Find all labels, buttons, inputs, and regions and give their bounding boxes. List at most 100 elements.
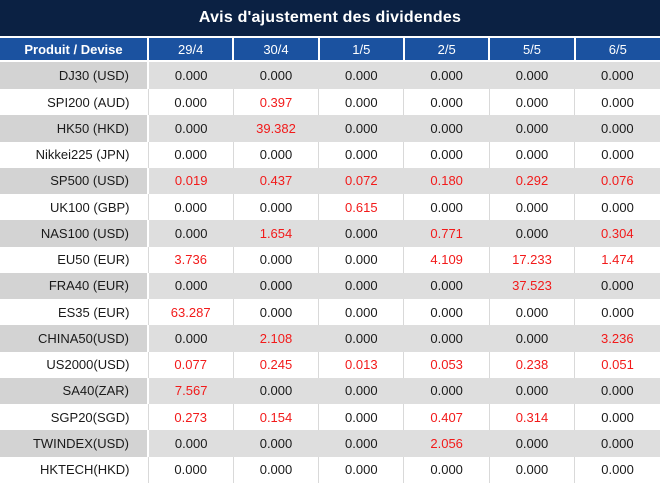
value-cell: 0.000: [403, 272, 490, 300]
date-header: 5/5: [488, 36, 575, 62]
value-cell: 0.000: [146, 220, 234, 247]
table-row: CHINA50(USD) 0.000 2.108 0.000 0.000 0.000 3.2…: [0, 325, 660, 352]
product-label: TWINDEX(USD): [0, 430, 148, 457]
value-cell: 0.000: [403, 325, 490, 352]
value-cell: 0.000: [232, 299, 319, 326]
table-row: NAS100 (USD) 0.000 1.654 0.000 0.771 0.000 0.3…: [0, 220, 660, 247]
value-cell: 0.000: [318, 141, 404, 168]
date-header: 29/4: [146, 36, 234, 62]
value-cell: 63.287: [147, 299, 234, 326]
value-cell: 0.245: [232, 351, 319, 378]
value-cell: 0.000: [574, 89, 660, 116]
value-cell: 0.154: [232, 404, 319, 431]
value-cell: 0.238: [488, 351, 575, 378]
product-label: HKTECH(HKD): [0, 456, 148, 483]
value-cell: 0.053: [403, 351, 490, 378]
value-cell: 0.437: [233, 167, 319, 195]
value-cell: 0.397: [232, 89, 319, 116]
value-cell: 0.000: [403, 456, 490, 483]
value-cell: 0.000: [574, 141, 660, 168]
table-row: HKTECH(HKD) 0.000 0.000 0.000 0.000 0.000 0.00…: [0, 456, 660, 483]
value-cell: 0.000: [146, 272, 234, 300]
value-cell: 0.000: [233, 377, 319, 405]
value-cell: 0.000: [574, 115, 660, 142]
product-label: CHINA50(USD): [0, 325, 148, 352]
value-cell: 0.000: [146, 115, 234, 142]
value-cell: 0.000: [403, 115, 490, 142]
value-cell: 3.736: [147, 246, 234, 273]
value-cell: 0.000: [318, 430, 404, 457]
value-cell: 0.000: [318, 377, 404, 405]
value-cell: 0.000: [403, 89, 490, 116]
value-cell: 0.000: [147, 456, 234, 483]
value-cell: 0.000: [489, 115, 575, 142]
value-cell: 39.382: [233, 115, 319, 142]
value-cell: 4.109: [403, 246, 490, 273]
table-row: US2000(USD) 0.077 0.245 0.013 0.053 0.238 0.05…: [0, 351, 660, 378]
value-cell: 0.771: [403, 220, 490, 247]
product-label: SPI200 (AUD): [0, 89, 148, 116]
value-cell: 0.000: [403, 299, 490, 326]
product-label: SA40(ZAR): [0, 377, 148, 405]
value-cell: 0.000: [146, 325, 234, 352]
value-cell: 0.314: [488, 404, 575, 431]
value-cell: 0.000: [489, 377, 575, 405]
value-cell: 0.000: [574, 430, 660, 457]
table-row: TWINDEX(USD) 0.000 0.000 0.000 2.056 0.000 0.0…: [0, 430, 660, 457]
value-cell: 0.000: [318, 299, 404, 326]
value-cell: 0.180: [403, 167, 490, 195]
value-cell: 0.000: [233, 272, 319, 300]
value-cell: 0.000: [489, 430, 575, 457]
value-cell: 1.654: [233, 220, 319, 247]
value-cell: 0.000: [318, 272, 404, 300]
date-header: 1/5: [317, 36, 404, 62]
value-cell: 0.000: [232, 456, 319, 483]
product-label: SGP20(SGD): [0, 404, 148, 431]
value-cell: 0.000: [232, 141, 319, 168]
value-cell: 0.000: [403, 377, 490, 405]
header-row: Produit / Devise 29/4 30/4 1/5 2/5 5/5 6/5: [0, 36, 660, 62]
table-row: SPI200 (AUD) 0.000 0.397 0.000 0.000 0.000 0.0…: [0, 89, 660, 116]
table-body: DJ30 (USD) 0.000 0.000 0.000 0.000 0.000 0.000…: [0, 61, 660, 483]
value-cell: 0.000: [233, 61, 319, 90]
value-cell: 0.000: [574, 272, 660, 300]
table-row: DJ30 (USD) 0.000 0.000 0.000 0.000 0.000 0.000: [0, 61, 660, 90]
value-cell: 0.000: [574, 456, 660, 483]
value-cell: 0.000: [489, 61, 575, 90]
value-cell: 0.000: [318, 325, 404, 352]
value-cell: 0.000: [488, 194, 575, 221]
value-cell: 0.000: [489, 325, 575, 352]
table-row: SA40(ZAR) 7.567 0.000 0.000 0.000 0.000 0.000: [0, 377, 660, 405]
product-label: UK100 (GBP): [0, 194, 148, 221]
value-cell: 0.273: [147, 404, 234, 431]
value-cell: 1.474: [574, 246, 660, 273]
value-cell: 0.019: [146, 167, 234, 195]
value-cell: 7.567: [146, 377, 234, 405]
product-label: HK50 (HKD): [0, 115, 148, 142]
date-header: 2/5: [402, 36, 490, 62]
value-cell: 0.000: [318, 61, 404, 90]
value-cell: 3.236: [574, 325, 660, 352]
value-cell: 0.407: [403, 404, 490, 431]
value-cell: 0.292: [489, 167, 575, 195]
value-cell: 0.000: [232, 246, 319, 273]
table-row: SP500 (USD) 0.019 0.437 0.072 0.180 0.292 0.07…: [0, 167, 660, 195]
value-cell: 0.013: [318, 351, 404, 378]
value-cell: 0.000: [318, 220, 404, 247]
value-cell: 0.000: [318, 456, 404, 483]
product-label: NAS100 (USD): [0, 220, 148, 247]
value-cell: 0.000: [146, 61, 234, 90]
table-row: Nikkei225 (JPN) 0.000 0.000 0.000 0.000 0.000…: [0, 141, 660, 168]
value-cell: 0.000: [488, 456, 575, 483]
product-label: SP500 (USD): [0, 167, 148, 195]
table-row: SGP20(SGD) 0.273 0.154 0.000 0.407 0.314 0.000: [0, 404, 660, 431]
value-cell: 2.108: [233, 325, 319, 352]
product-label: DJ30 (USD): [0, 61, 148, 90]
value-cell: 0.000: [488, 89, 575, 116]
value-cell: 0.000: [403, 141, 490, 168]
table-row: HK50 (HKD) 0.000 39.382 0.000 0.000 0.000 0.00…: [0, 115, 660, 142]
value-cell: 0.000: [488, 141, 575, 168]
value-cell: 0.000: [489, 220, 575, 247]
value-cell: 0.000: [232, 194, 319, 221]
